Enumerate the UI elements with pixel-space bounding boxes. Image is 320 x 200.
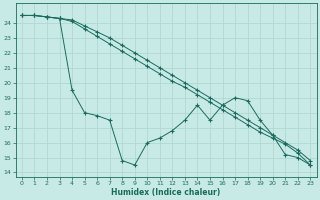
X-axis label: Humidex (Indice chaleur): Humidex (Indice chaleur) bbox=[111, 188, 221, 197]
